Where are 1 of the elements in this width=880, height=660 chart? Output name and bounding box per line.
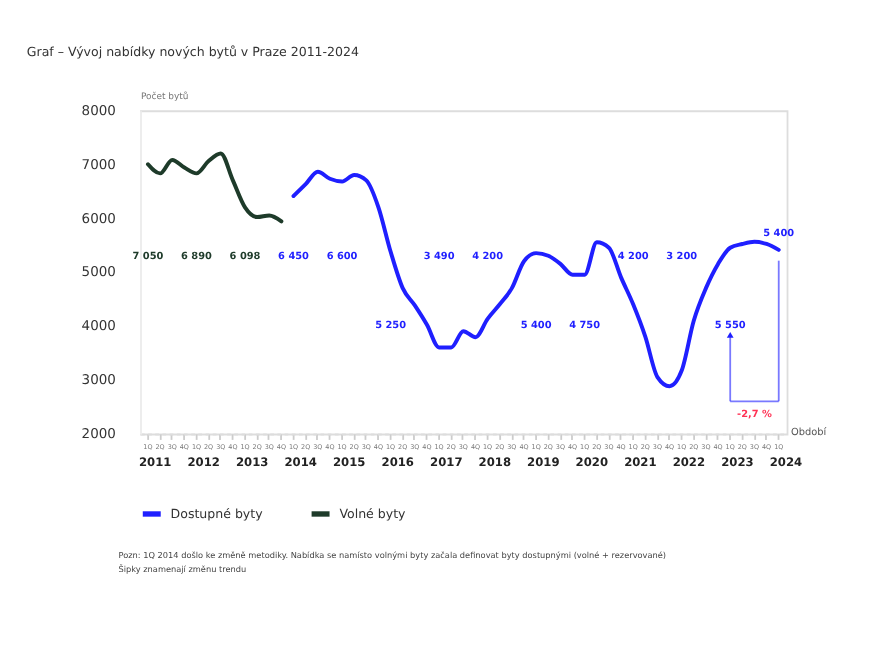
line-series [145,151,284,224]
